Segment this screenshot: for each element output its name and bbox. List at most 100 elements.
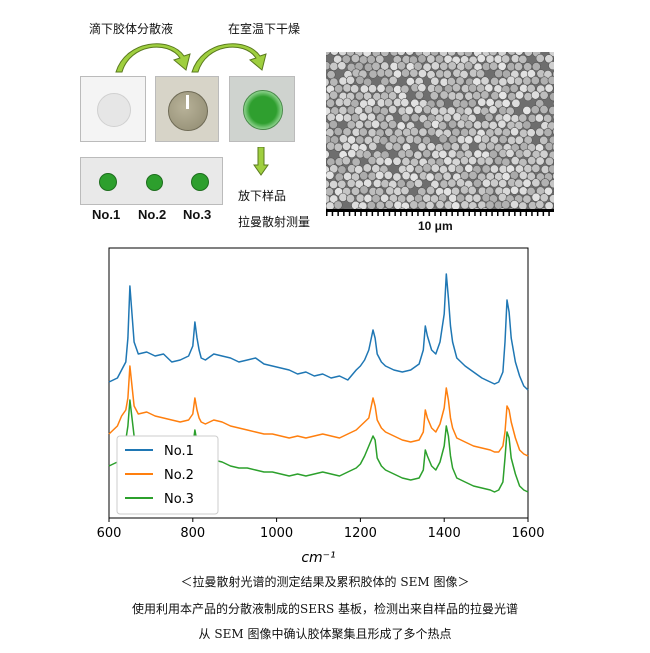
particle: [368, 84, 378, 94]
particle: [372, 105, 382, 115]
particle: [426, 185, 436, 195]
scale-tick: [331, 209, 334, 216]
particle: [484, 112, 494, 122]
particle: [333, 200, 343, 210]
particle: [455, 164, 465, 174]
particle: [417, 142, 427, 152]
particle: [388, 75, 398, 85]
particle: [375, 156, 385, 166]
particle: [552, 128, 554, 136]
particle: [410, 113, 420, 123]
particle: [548, 105, 554, 115]
particle: [347, 149, 357, 159]
particle: [430, 163, 440, 173]
particle: [476, 69, 486, 79]
particle: [417, 54, 427, 64]
photo-substrate: [80, 76, 146, 142]
particle: [539, 149, 549, 159]
particle: [342, 83, 352, 93]
sample-label: No.3: [183, 207, 212, 222]
particle: [442, 69, 452, 79]
scale-tick: [508, 209, 510, 216]
particle: [375, 170, 385, 180]
particle: [442, 171, 452, 181]
particle: [468, 127, 478, 137]
scale-tick: [354, 209, 356, 216]
particle: [535, 200, 545, 210]
particle: [380, 193, 390, 203]
particle: [510, 54, 520, 64]
scale-tick: [428, 209, 431, 216]
x-tick-label: 1400: [428, 526, 461, 541]
particle: [341, 156, 351, 166]
particle: [375, 187, 385, 197]
particle: [396, 135, 406, 145]
particle: [480, 76, 490, 86]
particle: [468, 83, 478, 93]
particle: [427, 127, 437, 137]
sample-label: No.2: [138, 207, 167, 222]
particle: [539, 105, 549, 115]
figure-caption: ＜拉曼散射光谱的测定结果及累积胶体的 SEM 图像＞: [180, 575, 470, 589]
scale-tick: [485, 209, 488, 216]
particle: [350, 99, 360, 109]
particle: [380, 179, 390, 189]
particle: [522, 76, 532, 86]
particle: [486, 141, 496, 151]
legend-label: No.3: [164, 492, 194, 507]
particle: [549, 92, 554, 102]
scale-tick: [491, 209, 493, 216]
plot-frame: [108, 247, 529, 519]
particle: [518, 186, 528, 196]
particle: [523, 135, 533, 145]
particle: [371, 61, 381, 71]
particle: [358, 112, 368, 122]
particle: [523, 92, 533, 102]
particle: [531, 62, 541, 72]
particle: [501, 98, 511, 108]
particle: [372, 178, 382, 188]
particle: [489, 178, 499, 188]
particle: [418, 127, 428, 137]
particle: [422, 163, 432, 173]
particle: [350, 186, 360, 196]
particle: [383, 170, 393, 180]
particle: [511, 98, 521, 108]
step2-label: 在室温下干燥: [228, 22, 301, 36]
scale-tick: [536, 209, 539, 216]
particle: [429, 91, 439, 101]
particle: [384, 68, 394, 78]
sample-label: No.1: [92, 207, 121, 222]
particle: [409, 200, 419, 210]
scale-tick: [326, 209, 328, 216]
photo-dried: [229, 76, 295, 142]
particle: [522, 106, 532, 116]
particle: [460, 170, 470, 180]
particle: [413, 61, 423, 71]
particle: [396, 179, 406, 189]
scale-tick: [411, 209, 413, 216]
particle: [413, 105, 423, 115]
step4-label: 拉曼散射测量: [238, 215, 311, 229]
particle: [497, 61, 507, 71]
scale-tick: [548, 209, 550, 216]
particle: [326, 179, 330, 189]
particle: [460, 185, 470, 195]
particle: [355, 135, 365, 145]
particle: [409, 68, 419, 78]
particle: [438, 121, 448, 131]
particle: [446, 106, 456, 116]
particle: [543, 186, 553, 196]
particle: [435, 200, 445, 210]
particle: [484, 83, 494, 93]
particle: [530, 76, 540, 86]
particle: [383, 157, 393, 167]
particle: [375, 54, 385, 64]
particle: [548, 52, 554, 57]
particle: [531, 178, 541, 188]
particle: [493, 156, 503, 166]
particle: [549, 179, 554, 189]
particle: [383, 98, 393, 108]
particle: [326, 187, 334, 197]
particle: [484, 156, 494, 166]
